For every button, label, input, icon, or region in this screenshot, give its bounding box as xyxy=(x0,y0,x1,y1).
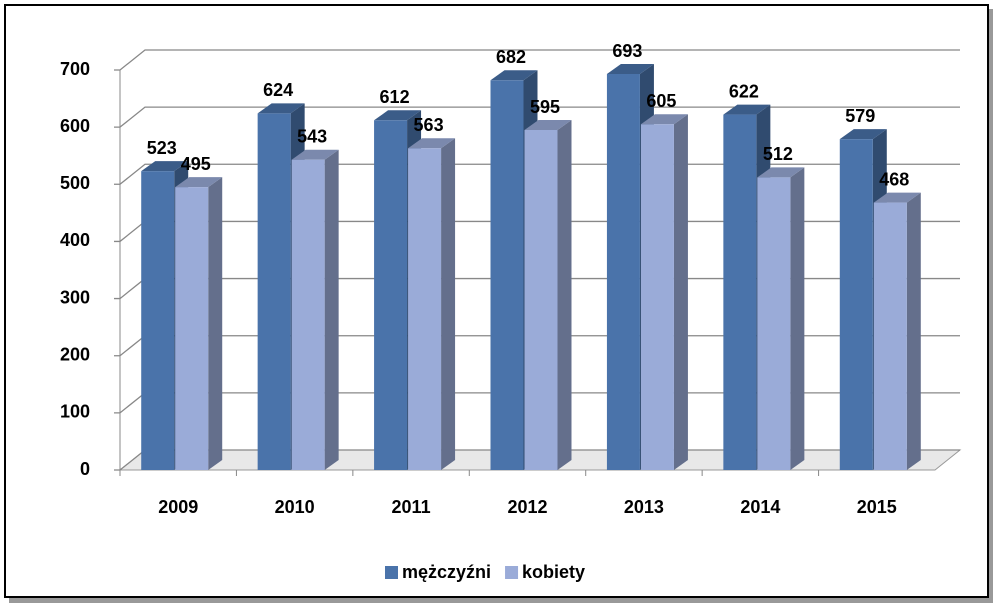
y-tick-label: 200 xyxy=(60,344,90,364)
bar-side xyxy=(906,192,921,471)
bar-top xyxy=(524,120,572,130)
data-label: 495 xyxy=(181,154,211,174)
bar xyxy=(408,148,442,471)
x-tick-label: 2009 xyxy=(158,497,198,517)
bar-top xyxy=(839,129,887,140)
bar-top xyxy=(490,70,538,81)
y-tick-label: 600 xyxy=(60,116,90,136)
x-tick-label: 2012 xyxy=(507,497,547,517)
data-label: 622 xyxy=(729,81,759,101)
data-label: 468 xyxy=(879,169,909,189)
bar xyxy=(141,171,175,470)
bar-top xyxy=(723,104,771,115)
bar-side xyxy=(790,167,805,470)
bar xyxy=(374,120,408,471)
y-tick-label: 100 xyxy=(60,402,90,422)
bar xyxy=(291,159,325,470)
data-label: 605 xyxy=(646,91,676,111)
legend-swatch xyxy=(385,566,398,579)
bar-side xyxy=(673,114,688,471)
data-label: 543 xyxy=(297,126,327,146)
y-tick-label: 700 xyxy=(60,59,90,79)
x-tick-label: 2015 xyxy=(857,497,897,517)
bar-top xyxy=(606,64,654,74)
data-label: 523 xyxy=(147,138,177,158)
legend-swatch xyxy=(505,566,519,579)
bar-top xyxy=(757,167,805,178)
bar-side xyxy=(441,138,456,471)
bar-top xyxy=(175,177,223,188)
bar-top xyxy=(141,161,189,172)
x-tick-label: 2011 xyxy=(392,497,431,517)
y-tick-label: 0 xyxy=(80,459,90,479)
data-label: 612 xyxy=(380,87,410,107)
bar-top xyxy=(374,110,422,121)
bar-top xyxy=(408,138,456,149)
x-tick-label: 2014 xyxy=(740,497,780,517)
x-tick-label: 2010 xyxy=(275,497,315,517)
grid-line xyxy=(114,49,960,71)
x-tick-label: 2013 xyxy=(624,497,664,517)
bar xyxy=(257,113,291,470)
bar xyxy=(606,74,640,470)
bar-top xyxy=(257,103,305,114)
bar xyxy=(757,177,791,470)
grid-line xyxy=(114,106,960,128)
bar-side xyxy=(324,149,339,470)
bar xyxy=(873,202,907,471)
legend-label: kobiety xyxy=(522,562,585,582)
bar-top xyxy=(640,114,688,125)
y-tick-label: 500 xyxy=(60,173,90,193)
bar xyxy=(640,124,674,471)
legend-label: mężczyźni xyxy=(402,562,491,582)
bar xyxy=(490,80,524,471)
bar xyxy=(839,139,873,470)
y-tick-label: 400 xyxy=(60,230,90,250)
bar xyxy=(175,187,209,470)
data-label: 579 xyxy=(845,106,875,126)
y-tick-label: 300 xyxy=(60,287,90,307)
data-label: 512 xyxy=(763,144,793,164)
bar xyxy=(524,130,558,470)
bar-top xyxy=(873,192,921,203)
data-label: 624 xyxy=(263,80,293,100)
bar-top xyxy=(291,149,339,160)
bar-side xyxy=(208,177,223,470)
data-label: 693 xyxy=(612,41,642,61)
data-label: 563 xyxy=(414,115,444,135)
bar-side xyxy=(557,120,572,470)
data-label: 595 xyxy=(530,97,560,117)
bar xyxy=(723,114,757,471)
data-label: 682 xyxy=(496,47,526,67)
